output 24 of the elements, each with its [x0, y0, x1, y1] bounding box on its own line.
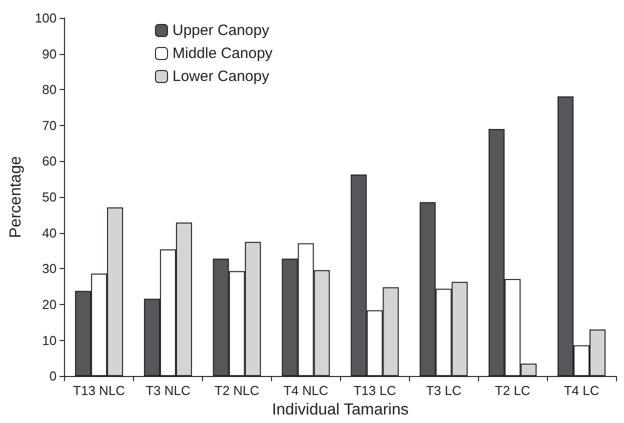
y-tick-label: 10: [42, 332, 57, 348]
x-tick-label: T4 NLC: [283, 383, 328, 398]
legend-label: Lower Canopy: [172, 68, 270, 85]
y-tick-label: 50: [42, 190, 57, 205]
x-tick-label: T4 LC: [564, 383, 600, 398]
x-tick-label: T13 NLC: [73, 383, 126, 398]
y-tick-label: 70: [42, 118, 57, 133]
y-tick-label: 60: [42, 154, 57, 169]
y-tick-label: 100: [34, 10, 57, 26]
y-tick-label: 20: [42, 296, 57, 312]
x-tick-label: T13 LC: [353, 383, 396, 398]
y-tick-label: 80: [42, 82, 57, 98]
x-tick-label: T2 NLC: [214, 383, 260, 398]
y-tick-label: 0: [49, 368, 57, 384]
y-tick-label: 40: [42, 225, 57, 240]
y-tick-label: 90: [42, 46, 57, 62]
x-tick-label: T3 NLC: [146, 383, 190, 398]
legend-label: Middle Canopy: [172, 45, 274, 62]
x-tick-label: T2 LC: [494, 383, 530, 398]
y-tick-label: 30: [42, 261, 57, 276]
legend-label: Upper Canopy: [172, 22, 270, 39]
x-axis-title: Individual Tamarins: [272, 402, 409, 418]
x-tick-label: T3 LC: [426, 383, 462, 398]
y-axis-title: Percentage: [8, 156, 24, 238]
